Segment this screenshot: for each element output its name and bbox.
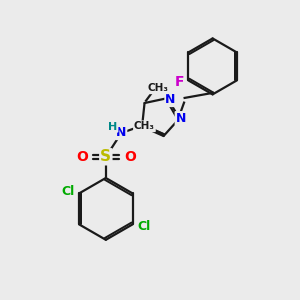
Text: O: O [124, 150, 136, 164]
Text: S: S [100, 149, 111, 164]
Text: CH₃: CH₃ [147, 83, 168, 93]
Text: N: N [176, 112, 186, 125]
Text: O: O [76, 150, 88, 164]
Text: N: N [116, 126, 126, 139]
Text: F: F [175, 75, 184, 89]
Text: Cl: Cl [61, 184, 74, 198]
Text: N: N [165, 93, 176, 106]
Text: H: H [108, 122, 118, 132]
Text: Cl: Cl [137, 220, 150, 233]
Text: CH₃: CH₃ [134, 121, 155, 131]
